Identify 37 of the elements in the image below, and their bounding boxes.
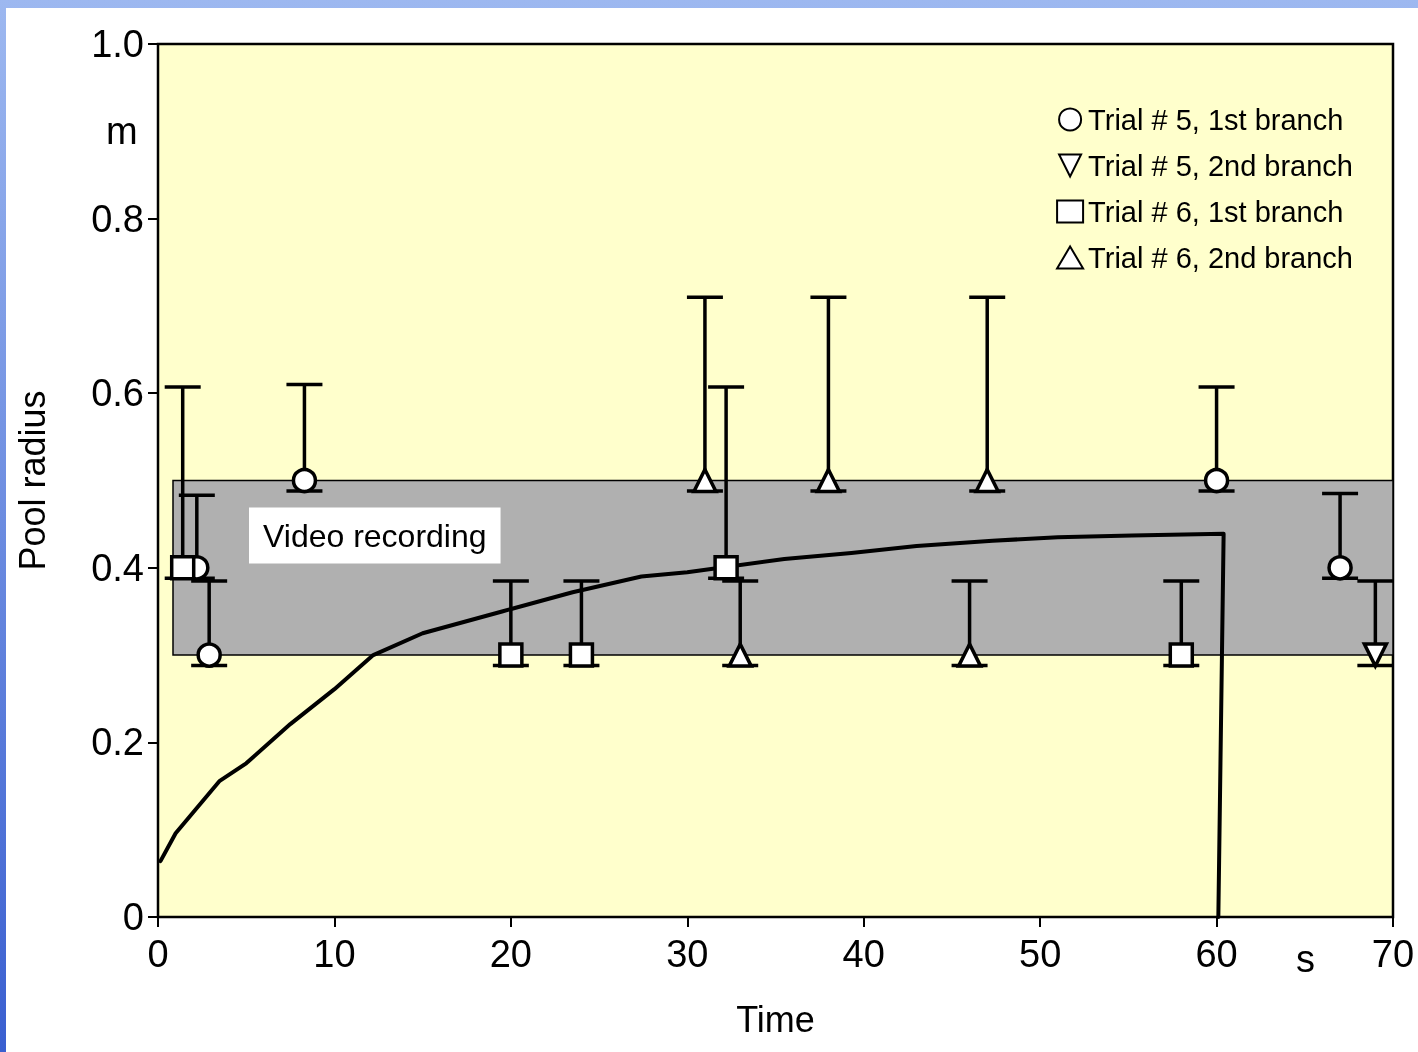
point [815,467,842,494]
y-tick-label: 0.8 [91,197,144,240]
point [692,467,718,494]
point [727,642,753,668]
x-tick-label: 40 [842,933,885,975]
point [196,642,222,668]
x-tick-label: 70 [1371,933,1415,975]
band-label: Video recording [263,517,487,554]
point [956,642,983,668]
point [1362,642,1389,668]
y-tick-label: 0.2 [91,721,144,764]
y-axis-title: Pool radius [11,390,53,571]
x-axis-title: Time [736,998,815,1040]
point [291,467,318,494]
point [1203,467,1230,494]
legend-label: Trial # 6, 2nd branch [1088,241,1354,274]
point [568,642,595,668]
point [713,555,739,581]
point [974,467,1000,494]
x-tick-label: 10 [313,933,356,975]
x-tick-label: 60 [1195,933,1238,975]
legend-label: Trial # 5, 1st branch [1088,103,1344,136]
y-tick-label: 0 [122,896,144,938]
text: s [1296,938,1315,980]
y-tick-label: 0.4 [91,546,144,589]
x-tick-label: 20 [489,933,532,975]
point [1327,555,1353,581]
y-tick-label: 0.6 [91,372,144,415]
y-tick-label: 1.0 [91,23,144,65]
text: m [106,110,138,152]
point [498,642,524,668]
point [1168,642,1195,668]
legend-label: Trial # 5, 2nd branch [1088,149,1354,182]
x-tick-label: 50 [1019,933,1062,975]
point [169,555,196,581]
x-tick-label: 30 [666,933,709,975]
legend-label: Trial # 6, 1st branch [1088,195,1344,228]
